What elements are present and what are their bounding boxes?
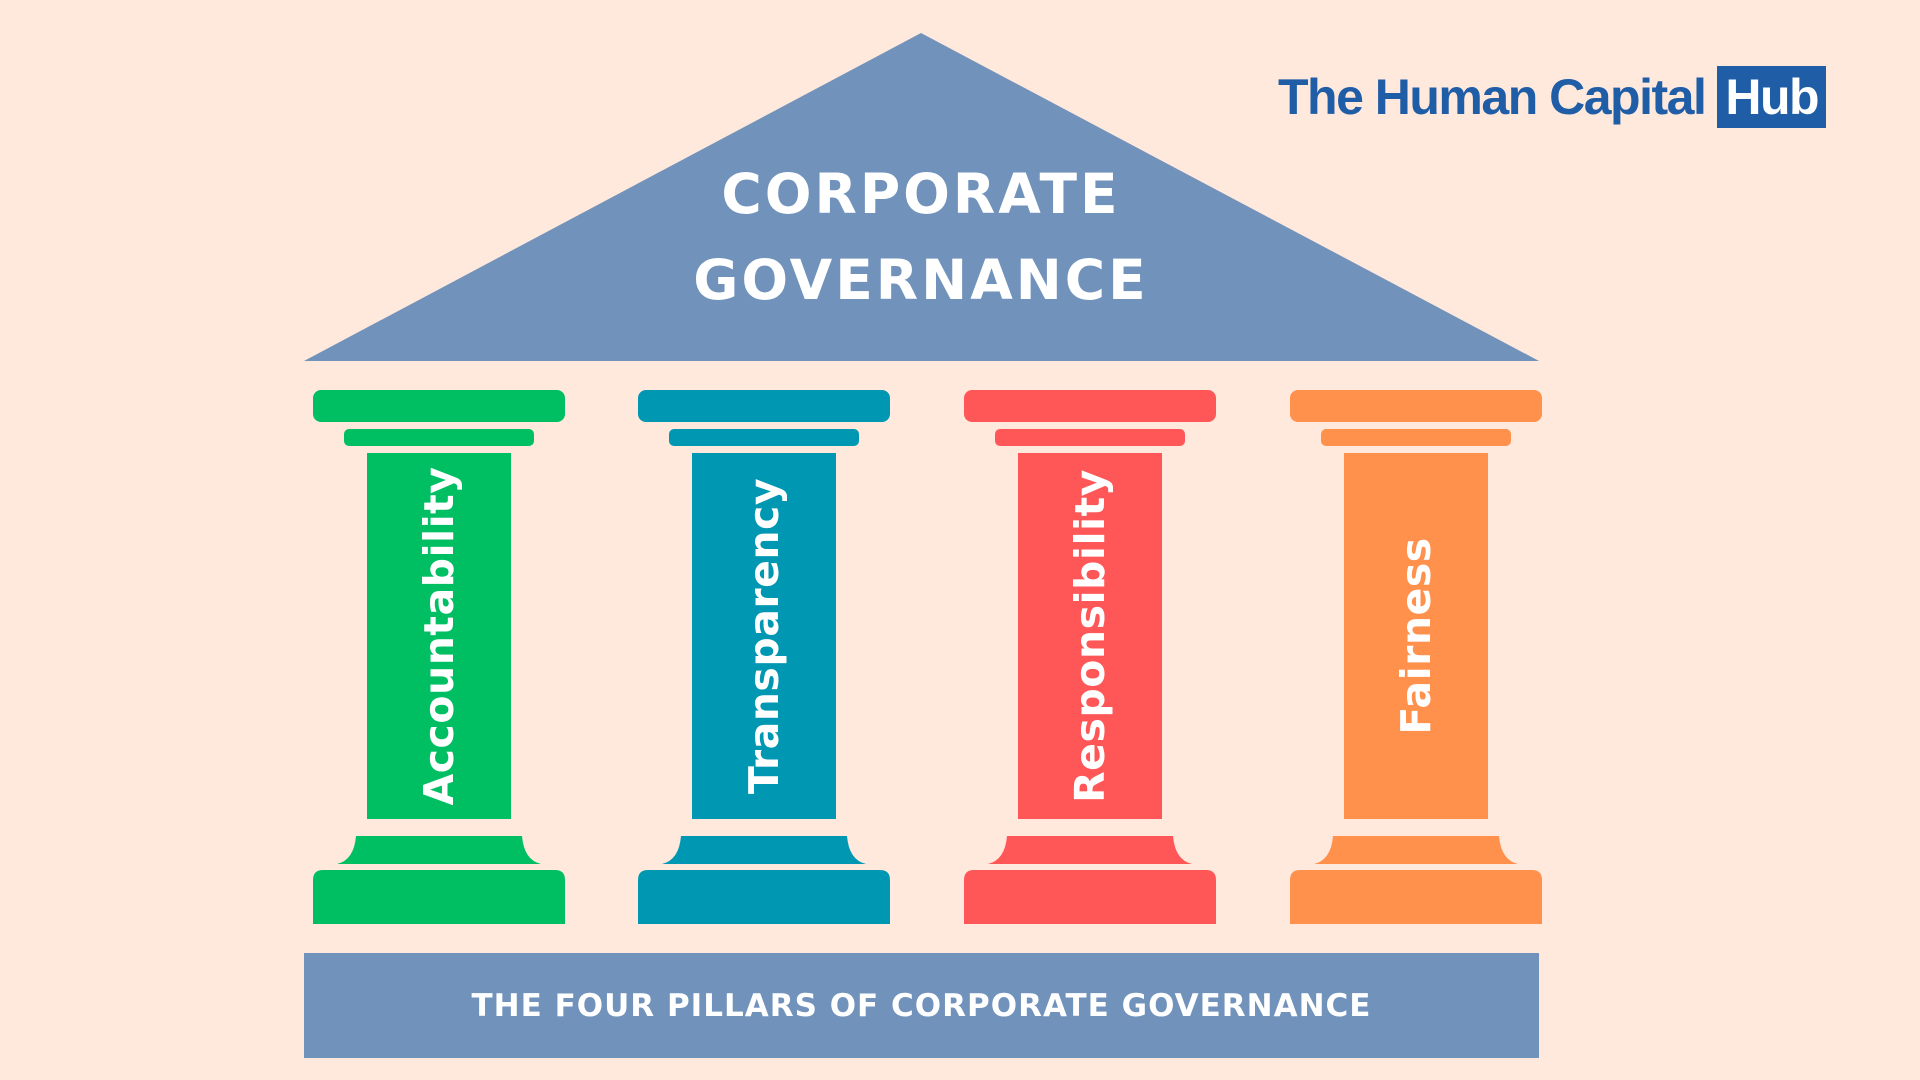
foundation-bar: THE FOUR PILLARS OF CORPORATE GOVERNANCE [304, 953, 1539, 1058]
logo-hub-badge: Hub [1717, 66, 1827, 128]
pillar-transparency: Transparency [638, 390, 890, 924]
pillar-responsibility: Responsibility [964, 390, 1216, 924]
pillar-base [964, 836, 1216, 924]
pillar-fairness: Fairness [1290, 390, 1542, 924]
pillar-shaft [692, 453, 836, 819]
pillar-shaft [1344, 453, 1488, 819]
pillar-capital-ring [344, 429, 534, 446]
pillar-capital-ring [995, 429, 1185, 446]
pillar-capital-top [313, 390, 565, 422]
pillar-shaft [1018, 453, 1162, 819]
pillar-label: Accountability [415, 466, 463, 806]
pillar-base [638, 836, 890, 924]
roof-pediment [304, 33, 1539, 361]
brand-logo: The Human Capital Hub [1278, 64, 1827, 130]
pillar-capital-top [1290, 390, 1542, 422]
foundation-label: THE FOUR PILLARS OF CORPORATE GOVERNANCE [471, 987, 1372, 1024]
roof-title-line-2: GOVERNANCE [693, 248, 1149, 312]
pillar-accountability: Accountability [313, 390, 565, 924]
pillar-label: Responsibility [1066, 469, 1114, 803]
logo-text: The Human Capital [1278, 69, 1707, 125]
pillar-capital-ring [1321, 429, 1511, 446]
roof-title-line-1: CORPORATE [721, 162, 1121, 226]
pillar-label: Fairness [1392, 537, 1440, 735]
pillar-capital-ring [669, 429, 859, 446]
pillar-capital-top [964, 390, 1216, 422]
pillar-shaft [367, 453, 511, 819]
pillar-base [1290, 836, 1542, 924]
pillar-capital-top [638, 390, 890, 422]
pillar-base [313, 836, 565, 924]
pillar-label: Transparency [740, 477, 788, 795]
